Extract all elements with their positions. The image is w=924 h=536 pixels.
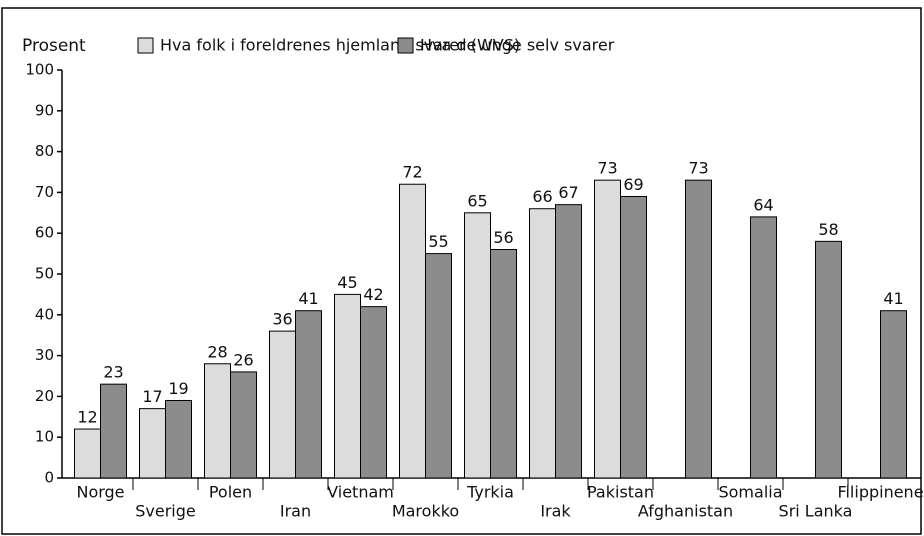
data-label: 19 bbox=[168, 379, 188, 398]
bar bbox=[880, 310, 907, 479]
bar bbox=[360, 306, 387, 479]
y-tick-label: 0 bbox=[44, 469, 54, 487]
x-tick-label: Filippinene bbox=[837, 483, 923, 502]
bar bbox=[555, 204, 582, 479]
y-tick-label: 20 bbox=[35, 387, 54, 405]
y-axis-label: Prosent bbox=[22, 36, 86, 56]
y-tick-label: 60 bbox=[35, 224, 54, 242]
data-label: 55 bbox=[428, 232, 448, 251]
bar bbox=[685, 179, 712, 479]
data-label: 72 bbox=[402, 163, 422, 182]
data-label: 73 bbox=[688, 159, 708, 178]
bar bbox=[815, 240, 842, 479]
legend-swatch bbox=[397, 37, 414, 54]
y-tick-label: 50 bbox=[35, 265, 54, 283]
x-tick-label: Polen bbox=[209, 483, 252, 502]
bar bbox=[464, 212, 491, 479]
data-label: 28 bbox=[207, 342, 227, 361]
legend-label: Hva folk i foreldrenes hjemland svarer (… bbox=[160, 36, 520, 55]
x-tick-label: Norge bbox=[76, 483, 124, 502]
data-label: 58 bbox=[818, 220, 838, 239]
data-label: 64 bbox=[753, 195, 773, 214]
bar bbox=[334, 293, 361, 479]
data-label: 12 bbox=[77, 408, 97, 427]
y-tick-label: 10 bbox=[35, 428, 54, 446]
data-label: 41 bbox=[298, 289, 318, 308]
y-tick-label: 90 bbox=[35, 101, 54, 119]
data-label: 73 bbox=[597, 159, 617, 178]
bar bbox=[139, 408, 166, 479]
bar bbox=[594, 179, 621, 479]
data-label: 17 bbox=[142, 387, 162, 406]
data-label: 69 bbox=[623, 175, 643, 194]
bar bbox=[165, 399, 192, 479]
y-tick-label: 80 bbox=[35, 142, 54, 160]
x-tick-label: Afghanistan bbox=[638, 502, 733, 521]
data-label: 36 bbox=[272, 310, 292, 329]
data-label: 41 bbox=[883, 289, 903, 308]
data-label: 56 bbox=[493, 228, 513, 247]
x-tick-label: Marokko bbox=[392, 502, 459, 521]
legend-swatch bbox=[137, 37, 154, 54]
bar bbox=[269, 330, 296, 479]
y-tick-label: 100 bbox=[25, 61, 54, 79]
bar bbox=[425, 253, 452, 479]
bar bbox=[490, 249, 517, 479]
y-tick-label: 40 bbox=[35, 305, 54, 323]
data-label: 26 bbox=[233, 350, 253, 369]
bar bbox=[230, 371, 257, 479]
x-tick-label: Somalia bbox=[718, 483, 782, 502]
y-tick-label: 70 bbox=[35, 183, 54, 201]
bar bbox=[204, 363, 231, 479]
data-label: 23 bbox=[103, 363, 123, 382]
x-tick-label: Tyrkia bbox=[466, 483, 514, 502]
data-label: 42 bbox=[363, 285, 383, 304]
x-tick-label: Sri Lanka bbox=[779, 502, 853, 521]
data-label: 65 bbox=[467, 191, 487, 210]
x-tick-label: Pakistan bbox=[587, 483, 654, 502]
bar bbox=[529, 208, 556, 479]
x-tick-label: Iran bbox=[280, 502, 311, 521]
bar bbox=[295, 310, 322, 479]
bar bbox=[399, 183, 426, 479]
x-tick-label: Vietnam bbox=[327, 483, 394, 502]
data-label: 67 bbox=[558, 183, 578, 202]
bar bbox=[74, 428, 101, 479]
data-label: 45 bbox=[337, 273, 357, 292]
data-label: 66 bbox=[532, 187, 552, 206]
bar bbox=[750, 216, 777, 479]
x-tick-label: Irak bbox=[540, 502, 571, 521]
frame bbox=[1, 7, 922, 535]
y-tick-label: 30 bbox=[35, 346, 54, 364]
legend-label: Hva de unge selv svarer bbox=[420, 36, 615, 55]
bar bbox=[620, 195, 647, 479]
x-tick-label: Sverige bbox=[135, 502, 196, 521]
bar bbox=[100, 383, 127, 479]
